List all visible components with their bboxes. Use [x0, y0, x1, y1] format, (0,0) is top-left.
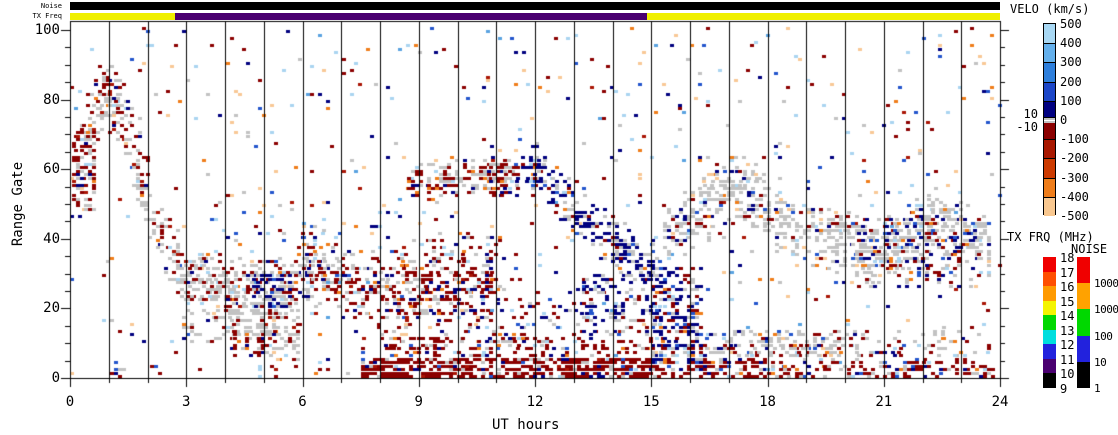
colorbar-segment [1044, 139, 1055, 159]
colorbar-label: 300 [1060, 55, 1082, 70]
colorbar-label: 400 [1060, 36, 1082, 51]
colorbar-segment [1043, 358, 1056, 374]
colorbar-label: 1 [1094, 382, 1101, 395]
colorbar-label: 1000 [1094, 303, 1118, 317]
y-tick-label: 40 [43, 230, 60, 247]
colorbar-label: 11 [1060, 352, 1075, 367]
y-tick-label: 60 [43, 161, 60, 178]
x-tick-label: 6 [298, 394, 307, 410]
velo-colorbar-title: VELO (km/s) [1010, 2, 1090, 16]
colorbar-label: 17 [1060, 265, 1075, 280]
colorbar-segment [1044, 122, 1055, 140]
colorbar-segment [1044, 196, 1055, 216]
x-tick-label: 24 [991, 394, 1009, 410]
colorbar-segment [1044, 100, 1055, 117]
y-tick-label: 20 [43, 300, 60, 317]
colorbar-label: -300 [1060, 170, 1089, 185]
colorbar-segment [1044, 62, 1055, 82]
noise-strip [70, 2, 1000, 10]
txfrq-colorbar-title: TX FRQ (MHz) [1007, 230, 1094, 244]
colorbar-label: 10 [1060, 367, 1075, 382]
colorbar-segment [1044, 43, 1055, 63]
x-tick-label: 9 [414, 394, 423, 410]
colorbar-segment [1077, 309, 1090, 336]
colorbar-label: 13 [1060, 323, 1075, 338]
y-tick-label: 80 [43, 91, 60, 108]
colorbar-segment [1044, 81, 1055, 101]
colorbar-segment [1043, 344, 1056, 359]
strip-segment [70, 2, 1000, 10]
ground-scatter-band [1044, 116, 1055, 123]
colorbar-segment [1044, 158, 1055, 178]
colorbar-label: -200 [1060, 151, 1089, 166]
colorbar-segment [1077, 283, 1090, 310]
x-tick-label: 18 [759, 394, 776, 410]
txfreq-strip-label: TX Freq [32, 12, 62, 20]
colorbar-segment [1044, 24, 1055, 44]
x-tick-label: 0 [65, 394, 75, 410]
colorbar-label: -10 [1016, 119, 1038, 134]
colorbar-segment [1077, 361, 1090, 388]
colorbar-label: 0 [1060, 113, 1068, 127]
noise-colorbar [1077, 257, 1090, 388]
strip-segment [647, 13, 1000, 20]
colorbar-label: 18 [1060, 251, 1075, 265]
colorbar-label: 14 [1060, 309, 1075, 324]
noise-colorbar-title: NOISE [1071, 242, 1108, 256]
colorbar-label: 500 [1060, 17, 1082, 31]
x-tick-label: 21 [875, 394, 893, 410]
x-tick-label: 12 [526, 394, 544, 410]
colorbar-label: -500 [1060, 209, 1089, 223]
colorbar-segment [1043, 315, 1056, 330]
colorbar-label: -400 [1060, 189, 1089, 204]
x-tick-label: 3 [182, 394, 191, 410]
colorbar-label: -100 [1060, 132, 1089, 147]
y-tick-label: 100 [34, 22, 60, 38]
colorbar-segment [1043, 300, 1056, 316]
x-tick-label: 15 [642, 394, 660, 410]
colorbar-segment [1077, 335, 1090, 362]
colorbar-label: 15 [1060, 294, 1075, 309]
velo-colorbar [1043, 23, 1056, 216]
colorbar-segment [1044, 177, 1055, 197]
colorbar-label: 200 [1060, 74, 1082, 89]
colorbar-label: 100 [1060, 93, 1082, 108]
colorbar-segment [1043, 271, 1056, 287]
colorbar-segment [1043, 286, 1056, 301]
colorbar-segment [1043, 373, 1056, 388]
x-axis-title: UT hours [492, 417, 560, 433]
colorbar-label: 10000 [1094, 277, 1118, 291]
colorbar-label: 100 [1094, 329, 1113, 343]
y-tick-label: 0 [51, 370, 60, 386]
txfreq-strip [70, 13, 1000, 20]
colorbar-label: 10 [1023, 106, 1038, 121]
strip-segment [174, 13, 648, 20]
txfrq-colorbar [1043, 257, 1056, 388]
colorbar-label: 16 [1060, 280, 1075, 295]
colorbar-segment [1043, 257, 1056, 272]
colorbar-label: 10 [1094, 355, 1107, 369]
strip-segment [70, 13, 175, 20]
colorbar-segment [1043, 329, 1056, 345]
colorbar-label: 9 [1060, 382, 1068, 396]
colorbar-segment [1077, 257, 1090, 284]
colorbar-label: 12 [1060, 338, 1075, 353]
noise-strip-label: Noise [40, 2, 62, 10]
